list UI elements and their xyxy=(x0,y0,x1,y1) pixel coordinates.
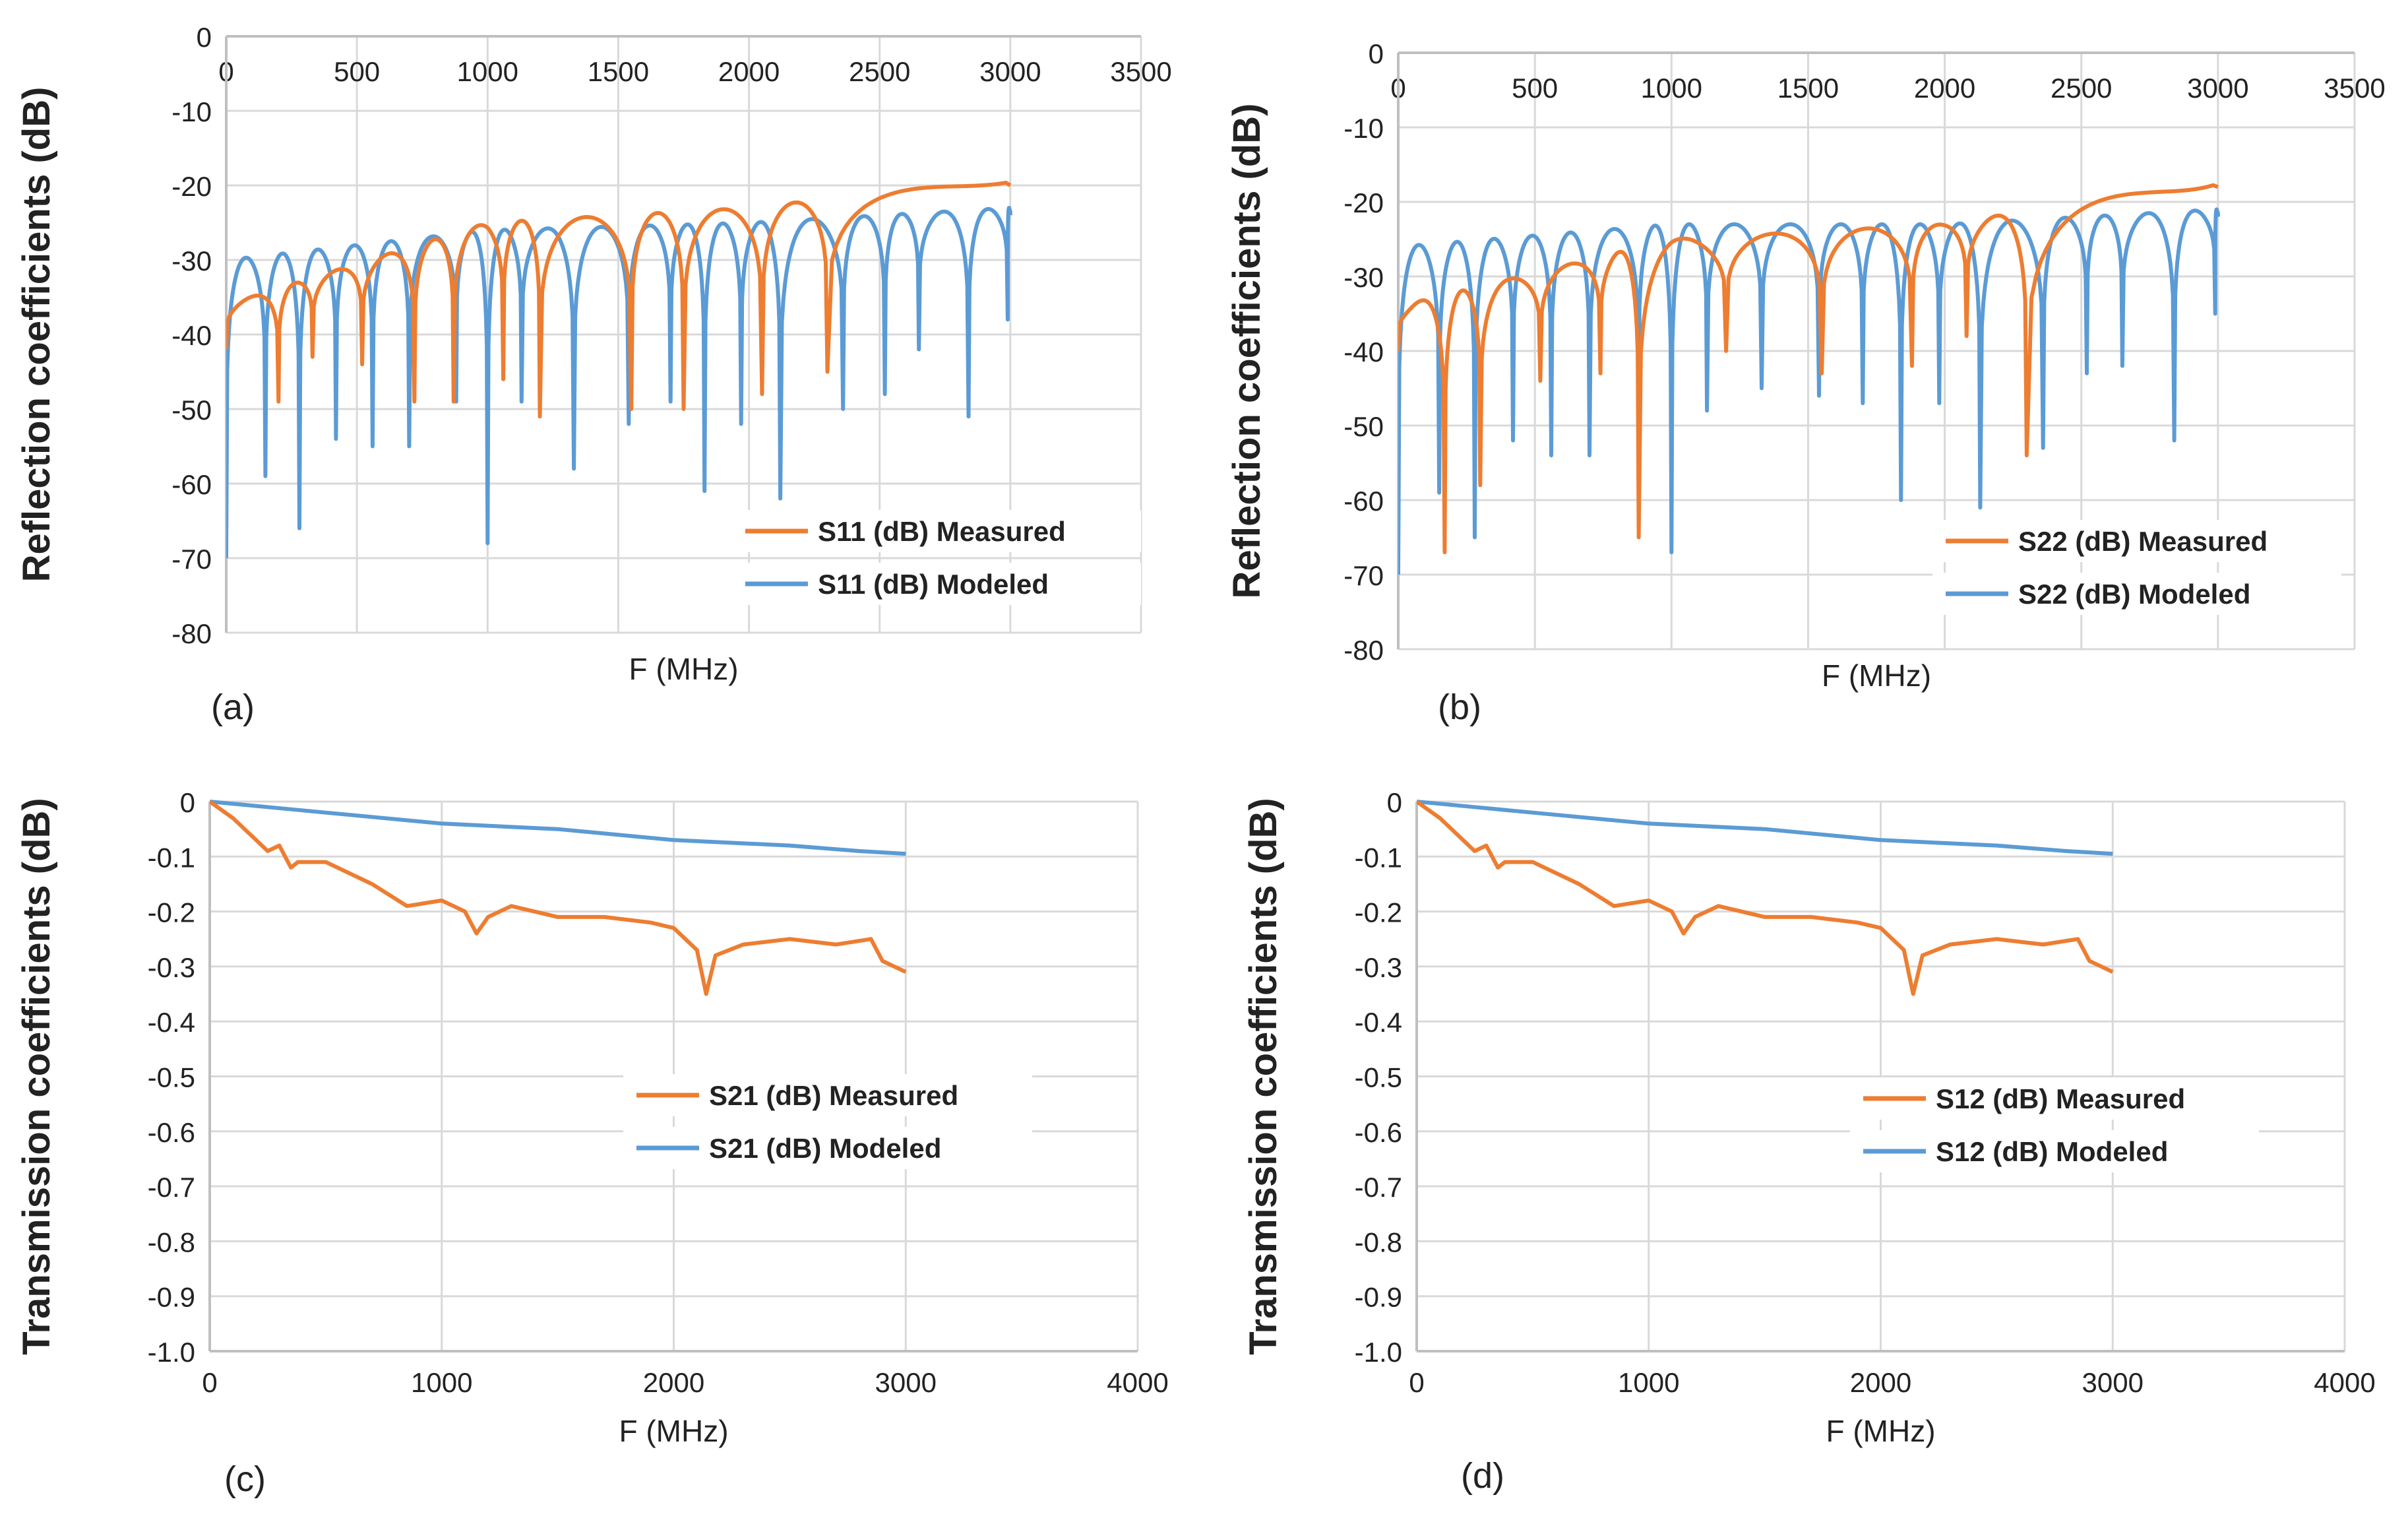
y-axis-title: Transmission coefficients (dB) xyxy=(15,798,58,1354)
y-tick-label: -60 xyxy=(1343,486,1384,517)
y-tick-label: -0.1 xyxy=(148,842,195,873)
series-line-modeled xyxy=(1417,800,2113,856)
x-tick-label: 500 xyxy=(334,56,380,87)
x-tick-label: 2000 xyxy=(1914,73,1975,104)
y-tick-label: -0.4 xyxy=(1355,1007,1402,1038)
y-axis-title: Reflection coefficients (dB) xyxy=(15,87,58,583)
x-tick-label: 1000 xyxy=(1618,1367,1679,1398)
y-tick-label: -0.6 xyxy=(148,1117,195,1148)
x-tick-label: 0 xyxy=(202,1367,217,1398)
legend-label-modeled: S22 (dB) Modeled xyxy=(2018,579,2250,610)
y-tick-label: -0.7 xyxy=(148,1172,195,1203)
y-tick-label: -0.5 xyxy=(148,1062,195,1093)
x-tick-label: 2000 xyxy=(718,56,780,87)
panel-label: (d) xyxy=(1461,1456,1504,1496)
y-tick-label: -0.7 xyxy=(1355,1172,1402,1203)
x-tick-label: 0 xyxy=(1409,1367,1424,1398)
chart-c: 0 -0.1 -0.2 -0.3 -0.4 -0.5 -0.6 -0.7 -0.8 -0.9 -1.… xyxy=(15,787,1169,1499)
y-tick-label: -0.9 xyxy=(148,1282,195,1313)
x-tick-label: 3500 xyxy=(1110,56,1171,87)
y-tick-label: -0.9 xyxy=(1355,1282,1402,1313)
y-tick-label: -0.3 xyxy=(1355,952,1402,983)
y-tick-label: -0.6 xyxy=(1355,1117,1402,1148)
legend-label-measured: S12 (dB) Measured xyxy=(1936,1083,2185,1114)
x-tick-label: 3000 xyxy=(2187,73,2248,104)
y-tick-label: -60 xyxy=(171,469,212,500)
chart-d: 0 -0.1 -0.2 -0.3 -0.4 -0.5 -0.6 -0.7 -0.8 -0.9 -1.… xyxy=(1242,787,2376,1496)
y-tick-label: -20 xyxy=(1343,187,1384,218)
panel-label: (a) xyxy=(211,687,255,727)
x-tick-label: 3000 xyxy=(2082,1367,2144,1398)
x-tick-label: 1500 xyxy=(1777,73,1839,104)
legend-label-measured: S11 (dB) Measured xyxy=(818,516,1066,547)
y-axis-title: Transmission coefficients (dB) xyxy=(1242,798,1285,1354)
y-tick-label: -0.4 xyxy=(148,1007,195,1038)
y-tick-label: -30 xyxy=(171,245,212,276)
x-tick-label: 1000 xyxy=(411,1367,472,1398)
y-tick-label: -80 xyxy=(1343,635,1384,666)
chart-b: 0-10-20-30-40-50-60-70-80050010001500200… xyxy=(1225,38,2386,727)
y-tick-label: 0 xyxy=(1387,787,1402,818)
y-tick-label: -1.0 xyxy=(1355,1337,1402,1368)
x-tick-label: 2500 xyxy=(2051,73,2112,104)
x-tick-label: 4000 xyxy=(2314,1367,2375,1398)
y-tick-label: -0.2 xyxy=(1355,897,1402,928)
x-tick-label: 1500 xyxy=(588,56,649,87)
x-tick-label: 3000 xyxy=(979,56,1041,87)
y-tick-label: -20 xyxy=(171,171,212,202)
series-line-measured xyxy=(1417,800,2114,996)
x-tick-label: 1000 xyxy=(1641,73,1702,104)
x-axis-title: F (MHz) xyxy=(619,1414,728,1448)
legend-label-modeled: S21 (dB) Modeled xyxy=(709,1133,941,1164)
series-line-measured xyxy=(226,180,1012,419)
legend-label-measured: S21 (dB) Measured xyxy=(709,1080,958,1111)
y-tick-label: -0.3 xyxy=(148,952,195,983)
y-tick-label: -10 xyxy=(1343,113,1384,144)
y-tick-label: -70 xyxy=(1343,560,1384,591)
x-tick-label: 500 xyxy=(1512,73,1558,104)
x-axis-title: F (MHz) xyxy=(1826,1414,1935,1448)
x-tick-label: 3500 xyxy=(2324,73,2385,104)
x-axis-title: F (MHz) xyxy=(1822,658,1931,693)
x-axis-title: F (MHz) xyxy=(629,652,738,686)
y-tick-label: 0 xyxy=(180,787,195,818)
legend-label-measured: S22 (dB) Measured xyxy=(2018,526,2268,557)
y-axis-title: Reflection coefficients (dB) xyxy=(1225,104,1268,599)
chart-a: 0-10-20-30-40-50-60-70-80050010001500200… xyxy=(15,22,1172,727)
y-tick-label: -70 xyxy=(171,544,212,575)
y-tick-label: -0.8 xyxy=(1355,1226,1402,1257)
panel-label: (c) xyxy=(224,1459,266,1499)
legend-label-modeled: S12 (dB) Modeled xyxy=(1936,1136,2168,1167)
y-tick-label: -50 xyxy=(1343,411,1384,442)
x-tick-label: 2000 xyxy=(643,1367,704,1398)
y-tick-label: -40 xyxy=(171,320,212,351)
y-tick-label: -1.0 xyxy=(148,1337,195,1368)
series-line-modeled xyxy=(210,800,906,856)
y-tick-label: -10 xyxy=(171,96,212,127)
x-tick-label: 3000 xyxy=(875,1367,937,1398)
y-tick-label: 0 xyxy=(197,22,212,53)
y-tick-label: -0.5 xyxy=(1355,1062,1402,1093)
y-tick-label: -0.2 xyxy=(148,897,195,928)
y-tick-label: -0.1 xyxy=(1355,842,1402,873)
panel-label: (b) xyxy=(1438,687,1481,727)
legend-label-modeled: S11 (dB) Modeled xyxy=(818,569,1049,600)
y-tick-label: -40 xyxy=(1343,336,1384,367)
series-line-modeled xyxy=(226,206,1012,559)
y-tick-label: -80 xyxy=(171,618,212,649)
series-line-modeled xyxy=(1398,207,2220,575)
x-tick-label: 2500 xyxy=(849,56,910,87)
x-tick-label: 1000 xyxy=(457,56,518,87)
series-line-measured xyxy=(210,800,907,996)
series-line-measured xyxy=(1398,183,2219,555)
y-tick-label: -0.8 xyxy=(148,1226,195,1257)
x-tick-label: 2000 xyxy=(1850,1367,1911,1398)
x-tick-label: 4000 xyxy=(1107,1367,1168,1398)
y-tick-label: -50 xyxy=(171,395,212,426)
y-tick-label: -30 xyxy=(1343,262,1384,293)
y-tick-label: 0 xyxy=(1369,38,1384,69)
